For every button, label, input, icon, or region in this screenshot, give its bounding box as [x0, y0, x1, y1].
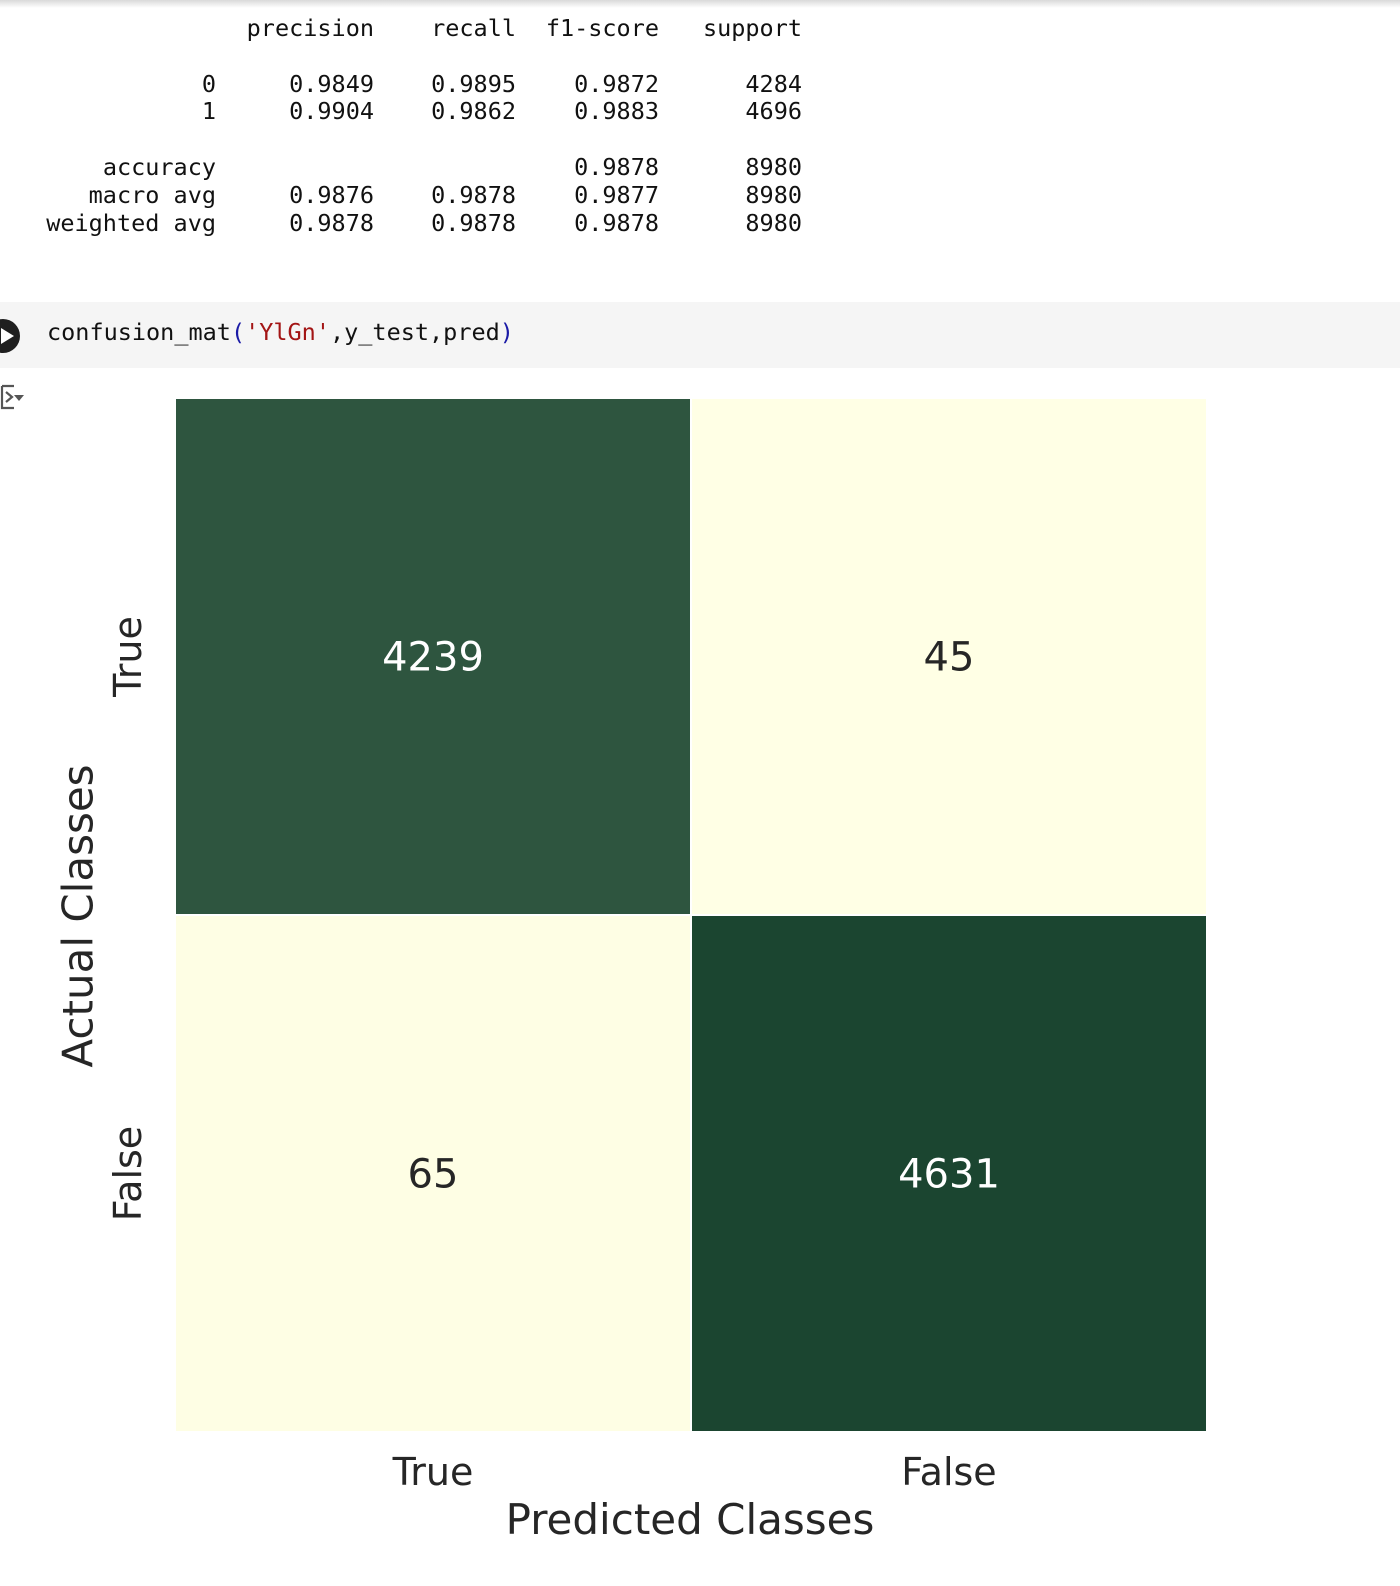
report-row-weighted-avg: weighted avg 0.9878 0.9878 0.9878 8980: [0, 209, 820, 237]
report-label: macro avg: [88, 180, 216, 209]
report-recall: 0.9862: [431, 97, 516, 126]
heatmap-cell-label: 4631: [898, 1152, 1000, 1198]
x-tick-label: True: [392, 1450, 474, 1494]
heatmap-cell-1-1: [692, 916, 1206, 1431]
report-support: 8980: [745, 152, 802, 181]
code-close-paren: ): [499, 318, 514, 346]
report-support: 4696: [745, 97, 802, 126]
heatmap-cell-0-1: [692, 399, 1206, 914]
report-header-precision: precision: [246, 14, 374, 42]
report-row-1: 1 0.9904 0.9862 0.9883 4696: [0, 97, 820, 125]
report-support: 8980: [745, 180, 802, 209]
report-label: 1: [201, 97, 216, 126]
report-header-f1: f1-score: [545, 14, 659, 42]
report-f1: 0.9877: [574, 180, 659, 209]
report-header-recall: recall: [431, 14, 516, 42]
report-row-accuracy: accuracy 0.9878 8980: [0, 153, 820, 181]
code-line[interactable]: confusion_mat('YlGn',y_test,pred): [47, 318, 514, 346]
report-label: accuracy: [102, 152, 216, 181]
play-circle-icon[interactable]: [0, 319, 20, 353]
y-axis-label: Actual Classes: [54, 764, 103, 1067]
report-support: 8980: [745, 208, 802, 237]
report-recall: 0.9878: [431, 180, 516, 209]
report-f1: 0.9883: [574, 97, 659, 126]
report-header-support: support: [702, 14, 802, 42]
heatmap-cell-0-0: [176, 399, 690, 914]
heatmap-cell-label: 45: [924, 635, 975, 681]
report-precision: 0.9849: [289, 69, 374, 98]
report-recall: 0.9895: [431, 69, 516, 98]
report-row-0: 0 0.9849 0.9895 0.9872 4284: [0, 70, 820, 98]
report-recall: 0.9878: [431, 208, 516, 237]
code-func: confusion_mat: [47, 318, 231, 346]
report-f1: 0.9878: [574, 208, 659, 237]
report-f1: 0.9872: [574, 69, 659, 98]
code-open-paren: (: [230, 318, 246, 346]
y-tick-label: False: [106, 1126, 150, 1221]
x-tick-label: False: [901, 1450, 996, 1494]
report-precision: 0.9904: [289, 97, 374, 126]
confusion-matrix-heatmap: 4239 45 65 4631 True False True False Predicted …: [54, 399, 1206, 1544]
report-support: 4284: [745, 69, 802, 98]
y-tick-label: True: [106, 616, 150, 698]
report-precision: 0.9878: [289, 208, 374, 237]
heatmap-cell-label: 65: [408, 1152, 459, 1198]
top-shadow: [0, 0, 1400, 8]
report-label: 0: [201, 69, 216, 98]
x-axis-label: Predicted Classes: [506, 1495, 875, 1544]
report-f1: 0.9878: [574, 152, 659, 181]
report-header-row: precision recall f1-score support: [0, 14, 820, 42]
report-row-macro-avg: macro avg 0.9876 0.9878 0.9877 8980: [0, 181, 820, 209]
heatmap-cell-label: 4239: [382, 635, 484, 681]
classification-report: precision recall f1-score support 0 0.98…: [0, 14, 820, 237]
code-string-arg: 'YlGn': [245, 318, 330, 346]
report-label: weighted avg: [46, 208, 216, 237]
output-toggle-icon[interactable]: [0, 382, 26, 412]
code-args: ,y_test,pred: [329, 318, 500, 346]
heatmap-cell-1-0: [176, 916, 690, 1431]
code-cell[interactable]: confusion_mat('YlGn',y_test,pred): [0, 302, 1400, 368]
report-precision: 0.9876: [289, 180, 374, 209]
